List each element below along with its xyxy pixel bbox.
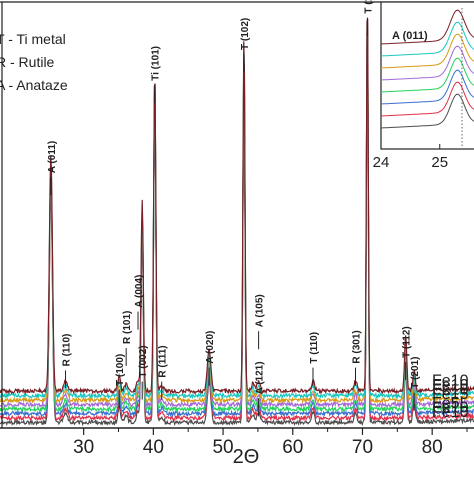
legend-entry-rutile: R - Rutile	[0, 54, 55, 70]
inset-series-line-3	[380, 69, 474, 105]
peak-label-10: T (102)	[240, 18, 251, 50]
x-tick-label-70: 70	[352, 437, 373, 458]
series-name-5: Fe15	[432, 386, 469, 403]
series-name-7: Fe10	[432, 377, 469, 394]
x-tick-label-40: 40	[143, 437, 164, 458]
peak-label-1: A (011)	[47, 141, 58, 173]
inset-x-tick-label-25: 25	[431, 154, 448, 171]
x-tick-label-80: 80	[422, 437, 443, 458]
inset-series-line-7	[380, 21, 474, 57]
series-line-6	[0, 28, 474, 405]
peak-label-13: A (105)	[255, 294, 266, 327]
peak-label-4: R (101)	[122, 311, 133, 344]
inset-series-line-1	[380, 93, 474, 129]
x-tick-label-60: 60	[282, 437, 303, 458]
peak-label-layer: A (011) R (110) T (100) R (101)A (004) T (00…	[47, 0, 421, 417]
inset-series-layer	[380, 9, 474, 129]
series-line-3	[0, 42, 474, 418]
peak-label-2: R (110)	[62, 334, 73, 367]
series-line-4	[0, 35, 474, 414]
series-line-5	[0, 30, 474, 409]
inset-frame	[380, 1, 474, 150]
peak-label-17: T (112)	[402, 326, 413, 358]
inset-series-line-5	[380, 45, 474, 81]
series-name-8: Fe10	[432, 372, 469, 389]
inset-series-line-4	[380, 57, 474, 93]
inset-panel: A (011) 24 25	[373, 1, 474, 171]
series-layer	[0, 18, 474, 427]
inset-series-line-6	[380, 33, 474, 69]
peak-label-16: T (103)	[363, 0, 374, 14]
peak-label-12: A (121)	[255, 361, 266, 394]
inset-series-line-2	[380, 81, 474, 117]
peak-label-18: T (201)	[410, 357, 421, 389]
legend-entry-anataze: A - Anataze	[0, 77, 68, 93]
x-tick-label-50: 50	[212, 437, 233, 458]
inset-peak-label: A (011)	[392, 30, 428, 42]
x-tick-label-30: 30	[73, 437, 94, 458]
series-name-1: Fe10	[432, 404, 469, 421]
inset-x-tick-label-24: 24	[373, 154, 390, 171]
peak-label-6: T (002)	[138, 345, 149, 377]
peak-label-8: R (111)	[158, 345, 169, 377]
peak-label-14: T (110)	[309, 332, 320, 364]
series-line-7	[0, 22, 474, 400]
series-name-3: Fe5L	[432, 395, 469, 412]
x-axis-title: 2Θ	[233, 446, 260, 468]
series-line-1	[0, 50, 474, 427]
legend: T - Ti metal R - Rutile A - Anataze	[0, 31, 68, 93]
series-line-2	[0, 44, 474, 422]
inset-series-line-8	[380, 9, 474, 45]
peak-label-7: Ti (101)	[151, 46, 162, 81]
series-name-6: Fe10	[432, 381, 469, 398]
peak-label-5: A (004)	[134, 275, 145, 308]
series-line-8	[0, 18, 474, 396]
inset-tick-layer: 24 25	[373, 144, 448, 171]
series-name-2: Fe10	[432, 399, 469, 416]
peak-label-3: T (100)	[115, 354, 126, 386]
tick-layer: 30 40 50 60 70 80	[73, 428, 468, 458]
peak-label-15: R (301)	[352, 330, 363, 363]
legend-entry-ti: T - Ti metal	[0, 31, 66, 47]
peak-label-9: A (020)	[205, 331, 216, 364]
